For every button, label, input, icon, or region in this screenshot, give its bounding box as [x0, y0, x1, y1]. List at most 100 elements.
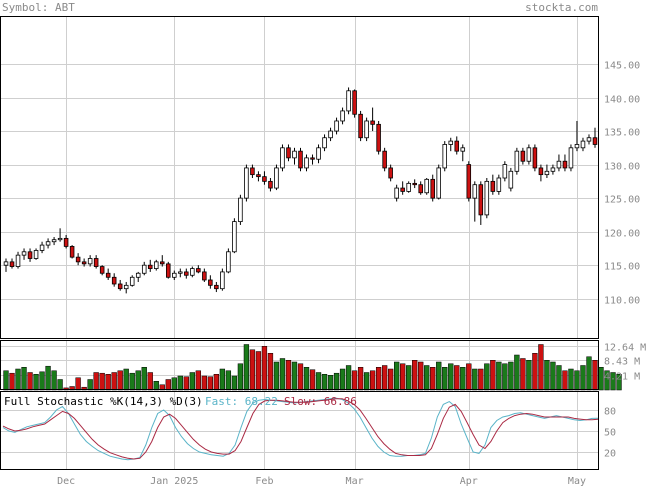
- candle: [214, 281, 219, 293]
- volume-bar: [490, 360, 496, 391]
- candle: [394, 184, 399, 202]
- candle: [232, 218, 237, 254]
- candle: [514, 147, 520, 175]
- slow-legend: Slow: 66.86: [284, 395, 357, 408]
- price-tick-label: 145.00: [604, 61, 640, 72]
- volume-panel: 12.64 M 8.43 M 4.21 M: [0, 340, 646, 391]
- volume-bar: [57, 379, 63, 391]
- volume-bar: [15, 368, 21, 391]
- candle: [75, 253, 81, 266]
- volume-tick-label: 4.21 M: [604, 372, 640, 383]
- price-tick-label: 110.00: [604, 296, 640, 307]
- candle: [526, 144, 532, 165]
- volume-bar: [147, 372, 153, 391]
- candle: [166, 261, 171, 279]
- candle: [280, 144, 285, 172]
- volume-bar: [309, 369, 316, 391]
- volume-bar: [213, 374, 220, 391]
- volume-bar: [418, 361, 424, 391]
- candle: [9, 258, 15, 269]
- volume-bar: [616, 374, 622, 391]
- candle: [250, 164, 255, 178]
- volume-bar: [117, 370, 123, 391]
- volume-bar: [351, 370, 358, 391]
- candle: [111, 273, 117, 287]
- candle: [45, 238, 51, 249]
- volume-bar: [345, 365, 352, 391]
- volume-bar: [562, 370, 568, 391]
- volume-bar: [201, 375, 207, 391]
- volume-bar: [574, 370, 580, 391]
- candle: [538, 164, 544, 182]
- volume-bar: [9, 372, 15, 391]
- volume-bar: [610, 372, 616, 391]
- volume-bar: [538, 344, 544, 391]
- candle: [93, 255, 99, 269]
- volume-bar: [357, 367, 364, 391]
- fast-legend: Fast: 68.22: [205, 395, 278, 408]
- candle: [388, 164, 393, 182]
- candle: [304, 154, 309, 172]
- volume-bar: [207, 376, 214, 391]
- volume-bar: [123, 368, 129, 391]
- volume-bar: [273, 361, 280, 391]
- volume-bar: [502, 363, 508, 391]
- volume-bar: [544, 360, 550, 391]
- volume-bar: [303, 367, 310, 391]
- candle: [244, 164, 249, 202]
- volume-bar: [291, 361, 298, 391]
- candle: [562, 154, 568, 172]
- candle: [358, 110, 363, 142]
- volume-bar: [369, 370, 376, 391]
- candle: [484, 178, 490, 219]
- volume-bar: [27, 372, 33, 391]
- stochastic-tick-label: 80: [604, 407, 616, 418]
- volume-bar: [177, 375, 183, 391]
- candle: [21, 248, 27, 260]
- volume-bar: [45, 365, 51, 391]
- candle: [424, 178, 429, 195]
- volume-bar: [424, 365, 430, 391]
- volume-bar: [514, 354, 520, 391]
- volume-bar: [460, 367, 466, 391]
- candle: [184, 268, 189, 279]
- candle: [87, 255, 93, 267]
- candle: [550, 164, 556, 175]
- volume-bar: [195, 370, 201, 391]
- candle: [370, 107, 375, 132]
- candle: [51, 237, 57, 246]
- candle: [63, 235, 69, 249]
- candle: [99, 265, 105, 276]
- volume-bar: [267, 353, 274, 391]
- candle: [580, 137, 586, 152]
- volume-bar: [387, 368, 394, 391]
- slow-stochastic-line: [2, 398, 599, 460]
- candle: [574, 120, 580, 152]
- volume-bar: [586, 356, 592, 391]
- candle: [262, 171, 267, 185]
- volume-bar: [33, 374, 39, 391]
- volume-bar: [520, 358, 526, 391]
- candle: [490, 174, 496, 195]
- candle: [190, 266, 195, 278]
- candle: [15, 251, 21, 269]
- candle: [220, 268, 225, 291]
- x-axis: Dec Jan 2025 Feb Mar Apr May: [57, 476, 586, 486]
- price-tick-label: 125.00: [604, 195, 640, 206]
- volume-bar: [231, 375, 238, 391]
- candle: [196, 265, 201, 274]
- volume-bar: [255, 351, 262, 391]
- volume-bar: [381, 365, 388, 391]
- x-tick-label: Jan 2025: [150, 476, 198, 486]
- symbol-label: Symbol: ABT: [2, 1, 75, 14]
- volume-bar: [141, 367, 147, 391]
- candle: [460, 144, 466, 162]
- volume-bar: [285, 360, 292, 391]
- price-tick-label: 135.00: [604, 128, 640, 139]
- candle: [412, 179, 417, 189]
- candle: [310, 154, 315, 165]
- candle: [226, 248, 231, 274]
- candle: [448, 137, 454, 152]
- volume-bar: [406, 365, 412, 391]
